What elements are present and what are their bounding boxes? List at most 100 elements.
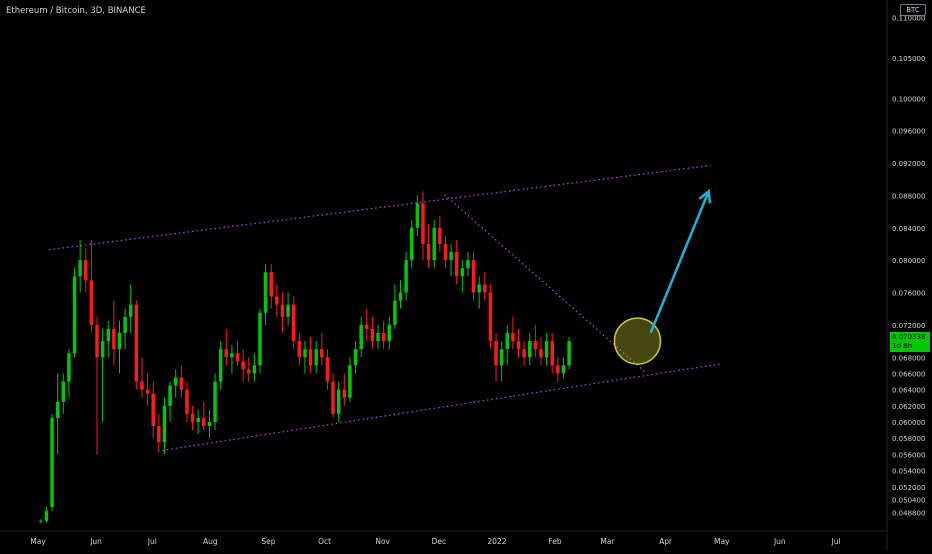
candle-body (550, 341, 554, 366)
candle-body (404, 260, 408, 293)
currency-badge[interactable]: BTC (900, 4, 926, 16)
y-tick-label: 0.060000 (892, 419, 925, 427)
candle-body (112, 328, 116, 350)
candle-body (325, 357, 330, 382)
candle-body (106, 328, 110, 342)
y-tick-label: 0.050400 (892, 497, 925, 505)
x-tick-label: Feb (548, 537, 562, 546)
y-tick-label: 0.054000 (892, 468, 925, 476)
candle-body (466, 260, 470, 269)
candle-body (145, 389, 150, 394)
candles-layer (39, 191, 571, 524)
y-tick-label: 0.096000 (892, 128, 925, 136)
candle-body (314, 349, 318, 366)
candle-body (365, 324, 369, 329)
x-tick-label: Jul (147, 537, 157, 546)
x-tick-label: Nov (375, 537, 390, 546)
candle-body (539, 349, 543, 358)
candle-body (134, 304, 139, 382)
candle-body (207, 422, 212, 427)
y-tick-label: 0.056000 (892, 451, 925, 459)
time-axis[interactable]: May Jun Jul Aug Sep Oct Nov Dec 2022 Feb Mar Apr May… (30, 537, 840, 546)
candle-body (483, 284, 487, 293)
x-tick-label: Mar (600, 537, 615, 546)
lower-channel-line (157, 363, 722, 452)
candle-body (308, 349, 313, 366)
candle-body (409, 227, 414, 261)
candle-body (235, 353, 240, 362)
price-axis[interactable]: 0.048800 0.050400 0.052000 0.054000 0.056000… (892, 14, 925, 517)
x-tick-label: Jul (831, 537, 841, 546)
candle-body (471, 260, 476, 293)
last-price-tag: 0.070338 1d 8h (890, 332, 930, 353)
candle-body (247, 369, 251, 374)
x-tick-label: Aug (203, 537, 218, 546)
candle-body (72, 276, 77, 354)
candle-body (516, 341, 521, 350)
downtrend-line (444, 194, 648, 374)
y-tick-label: 0.084000 (892, 225, 925, 233)
candle-body (67, 353, 71, 382)
projection-arrow (649, 190, 710, 334)
candle-body (460, 268, 465, 277)
x-tick-label: 2022 (487, 537, 506, 546)
x-tick-label: Apr (659, 537, 673, 546)
candle-body (331, 381, 335, 414)
candle-body (393, 300, 397, 325)
x-tick-label: May (714, 537, 730, 546)
candle-body (415, 203, 420, 228)
candle-body (84, 260, 88, 281)
candle-body (269, 272, 273, 297)
candle-body (320, 349, 324, 358)
candle-body (258, 312, 262, 366)
candle-body (421, 203, 425, 244)
candle-body (123, 316, 127, 333)
bar-countdown: 1d 8h (892, 342, 913, 351)
candle-body (528, 341, 532, 358)
chart-title: Ethereum / Bitcoin, 3D, BINANCE (6, 6, 146, 16)
y-tick-label: 0.072000 (892, 322, 925, 330)
candle-body (185, 389, 189, 414)
x-tick-label: May (30, 537, 46, 546)
upper-channel-line (49, 164, 711, 251)
candle-body (95, 324, 99, 358)
y-tick-label: 0.110000 (892, 14, 925, 22)
candle-body (438, 227, 442, 244)
y-tick-label: 0.092000 (892, 160, 925, 168)
candle-body (252, 365, 257, 374)
candle-body (567, 341, 571, 366)
candle-body (348, 365, 352, 398)
y-tick-label: 0.105000 (892, 55, 925, 63)
x-tick-label: Jun (89, 537, 102, 546)
candle-body (173, 377, 178, 386)
candle-body (179, 377, 184, 390)
candle-body (376, 332, 380, 342)
candle-body (494, 341, 498, 366)
candle-body (117, 332, 122, 350)
y-tick-label: 0.068000 (892, 354, 925, 362)
x-tick-label: Jun (773, 537, 786, 546)
x-tick-label: Sep (261, 537, 275, 546)
candle-body (522, 349, 526, 358)
candle-body (196, 417, 200, 423)
candle-body (561, 365, 566, 374)
candle-body (44, 511, 49, 521)
candle-body (303, 349, 307, 358)
y-tick-label: 0.062000 (892, 403, 925, 411)
y-tick-label: 0.064000 (892, 387, 925, 395)
candle-body (533, 341, 538, 350)
candle-body (275, 296, 279, 305)
candle-body (336, 389, 341, 414)
candle-body (55, 401, 60, 418)
candle-body (544, 341, 549, 358)
candle-body (449, 252, 453, 261)
projection-arrow-head (698, 188, 712, 204)
candle-body (190, 413, 195, 423)
candle-body (353, 349, 358, 366)
candle-body (218, 349, 223, 382)
candle-body (432, 227, 436, 261)
candle-body (398, 292, 403, 301)
candle-body (78, 260, 82, 277)
